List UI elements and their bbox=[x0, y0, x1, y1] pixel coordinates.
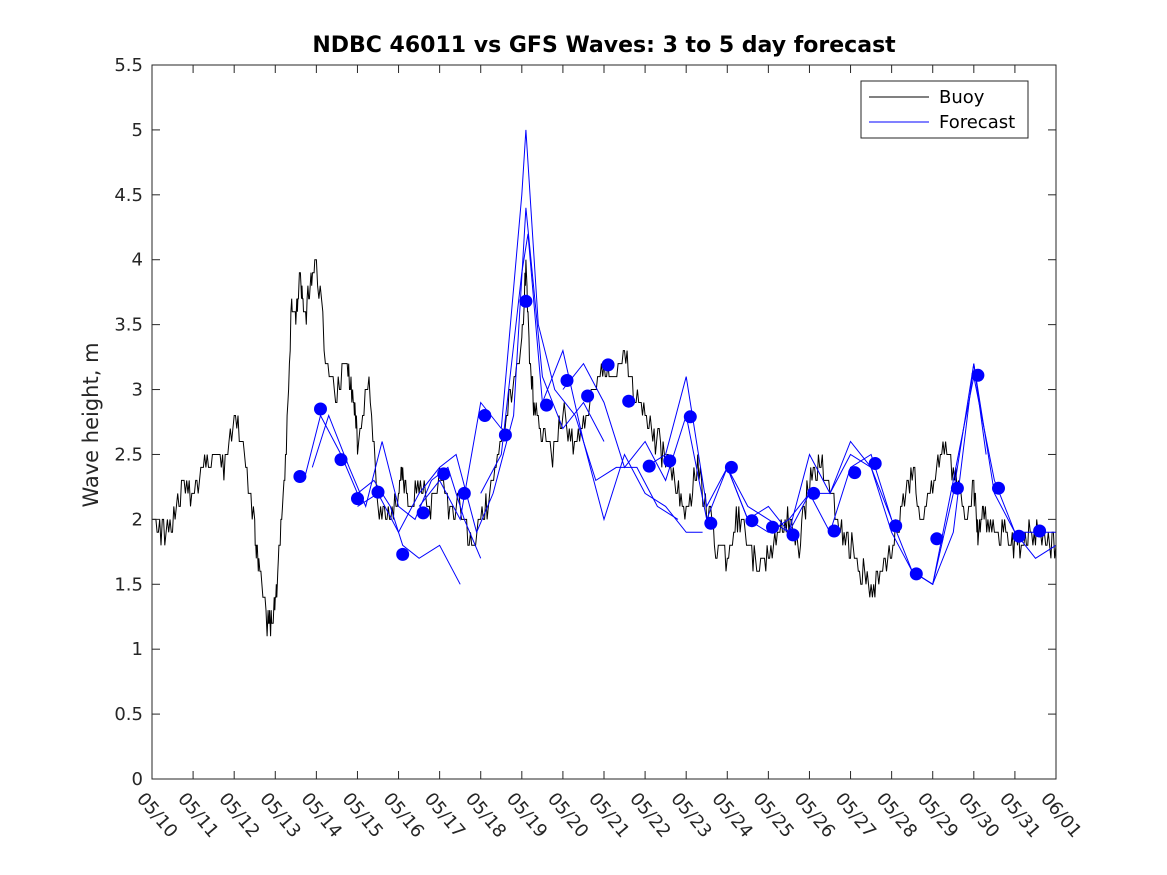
forecast-marker bbox=[827, 524, 841, 538]
forecast-marker bbox=[371, 485, 385, 499]
forecast-marker bbox=[1033, 524, 1047, 538]
y-tick-label: 2 bbox=[132, 509, 143, 530]
y-tick-label: 4.5 bbox=[114, 185, 143, 206]
y-axis-label: Wave height, m bbox=[79, 342, 103, 507]
y-tick-label: 3.5 bbox=[114, 315, 143, 336]
y-tick-label: 4 bbox=[132, 250, 143, 271]
axes-background bbox=[152, 65, 1056, 779]
y-tick-label: 2.5 bbox=[114, 444, 143, 465]
forecast-series-line-7 bbox=[644, 376, 893, 534]
forecast-marker bbox=[745, 514, 759, 528]
y-tick-label: 1 bbox=[132, 639, 143, 660]
forecast-marker bbox=[416, 506, 430, 520]
y-tick-label: 5.5 bbox=[114, 55, 143, 76]
forecast-series-line-4 bbox=[418, 129, 679, 521]
forecast-marker bbox=[560, 374, 574, 387]
plot-area: 00.511.522.533.544.555.505/1005/1105/120… bbox=[114, 55, 1085, 842]
forecast-marker bbox=[498, 428, 512, 442]
legend-label-forecast: Forecast bbox=[939, 112, 1015, 133]
y-tick-label: 0.5 bbox=[114, 704, 143, 725]
forecast-series-line-10 bbox=[911, 376, 1056, 586]
forecast-marker bbox=[786, 528, 800, 542]
forecast-marker bbox=[766, 520, 779, 534]
chart-title: NDBC 46011 vs GFS Waves: 3 to 5 day fore… bbox=[312, 33, 896, 58]
legend-label-buoy: Buoy bbox=[939, 87, 985, 108]
forecast-marker bbox=[293, 470, 307, 483]
forecast-marker bbox=[437, 467, 451, 481]
forecast-marker bbox=[1012, 529, 1026, 543]
forecast-marker bbox=[889, 519, 903, 533]
forecast-marker bbox=[950, 481, 964, 495]
forecast-marker bbox=[351, 492, 364, 506]
forecast-marker bbox=[971, 368, 985, 382]
forecast-series-line-3 bbox=[357, 207, 605, 534]
legend: Buoy Forecast bbox=[860, 80, 1029, 139]
legend-box bbox=[860, 80, 1029, 139]
forecast-marker bbox=[642, 459, 656, 473]
forecast-marker bbox=[314, 402, 327, 416]
y-tick-label: 3 bbox=[132, 380, 143, 401]
forecast-marker bbox=[396, 547, 410, 561]
forecast-marker bbox=[457, 486, 471, 500]
y-tick-label: 5 bbox=[132, 120, 143, 141]
forecast-marker bbox=[848, 466, 862, 480]
forecast-marker bbox=[622, 394, 636, 408]
forecast-marker bbox=[540, 398, 553, 412]
forecast-marker bbox=[601, 358, 615, 372]
forecast-marker bbox=[519, 294, 533, 308]
forecast-marker bbox=[334, 453, 348, 467]
forecast-marker bbox=[868, 457, 882, 470]
forecast-marker bbox=[930, 532, 944, 546]
forecast-marker bbox=[663, 454, 677, 468]
forecast-marker bbox=[683, 410, 697, 424]
forecast-series-line-2 bbox=[311, 414, 482, 559]
forecast-marker bbox=[724, 460, 738, 474]
forecast-marker bbox=[704, 516, 718, 530]
forecast-marker bbox=[581, 389, 595, 403]
forecast-series-line-5 bbox=[480, 233, 703, 533]
forecast-marker bbox=[478, 409, 492, 422]
forecast-marker bbox=[992, 481, 1005, 495]
forecast-marker bbox=[909, 567, 923, 581]
y-tick-label: 0 bbox=[132, 769, 143, 790]
forecast-marker bbox=[807, 486, 821, 500]
y-tick-label: 1.5 bbox=[114, 574, 143, 595]
